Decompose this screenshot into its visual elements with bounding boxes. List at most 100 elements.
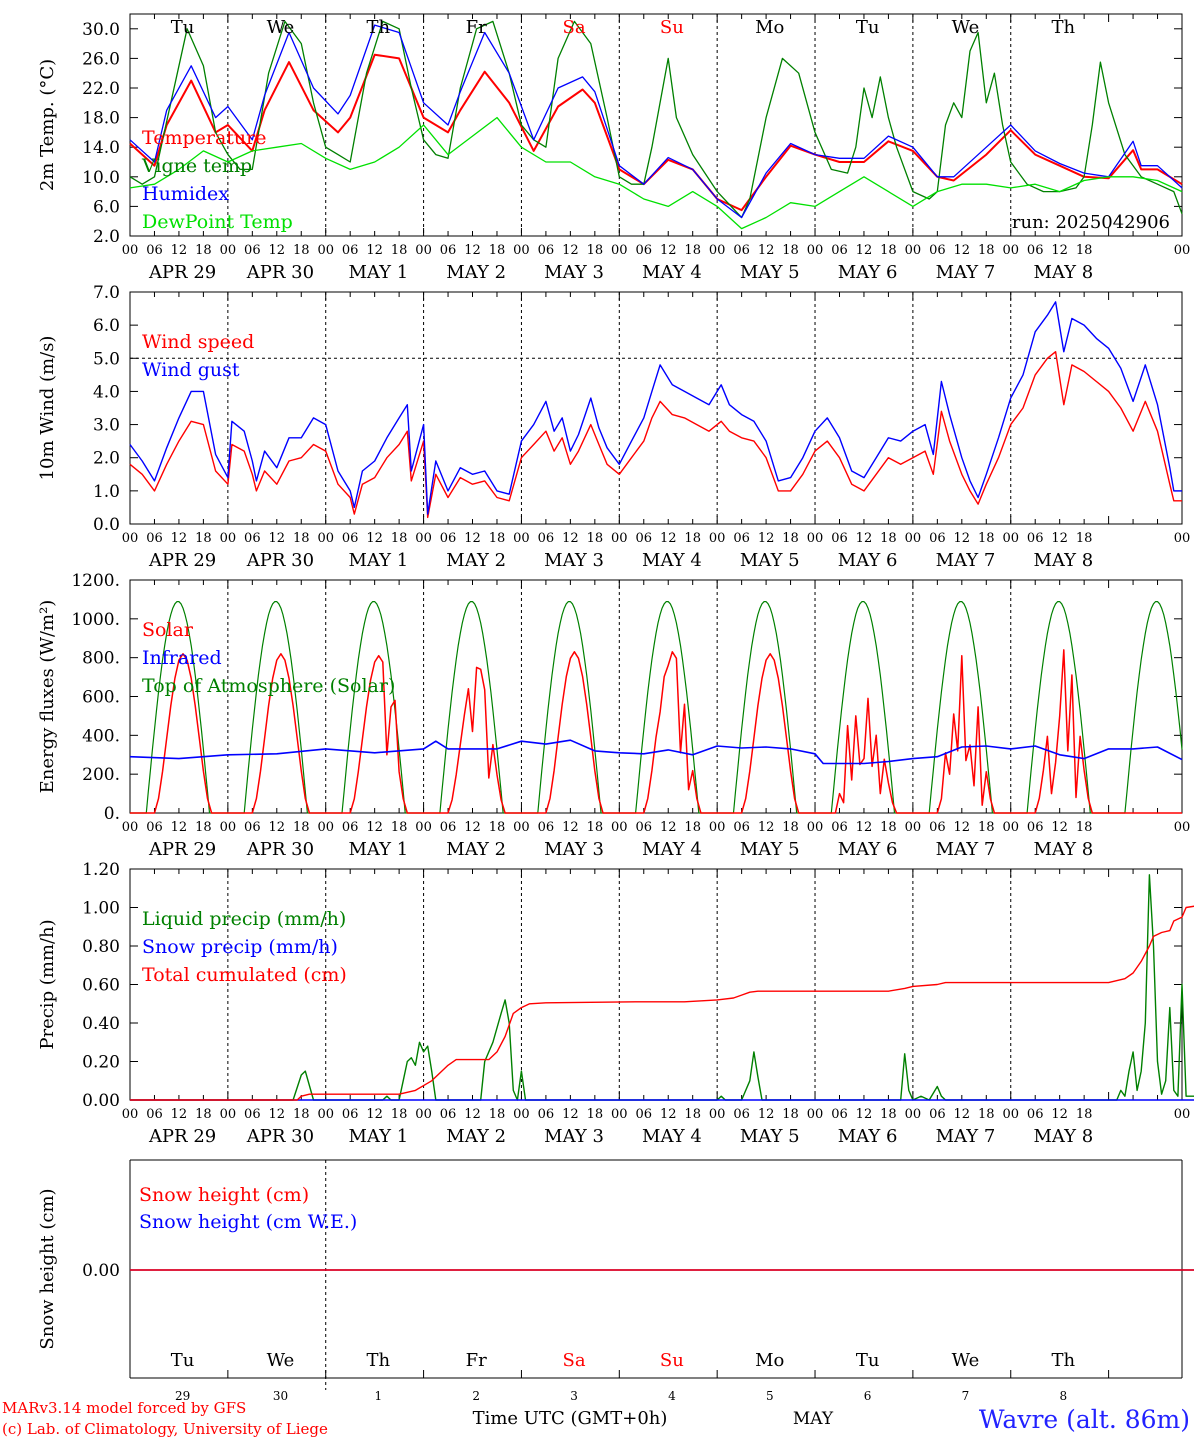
- y-axis-label: Precip (mm/h): [37, 919, 58, 1049]
- legend-entry: Total cumulated (cm): [142, 964, 347, 986]
- hour-tick-label: 12: [171, 1107, 188, 1122]
- date-label: MAY 6: [838, 1126, 898, 1147]
- hour-tick-label: 18: [293, 531, 310, 546]
- run-label: run: 2025042906: [1012, 212, 1170, 233]
- hour-tick-label: 00: [317, 531, 334, 546]
- y-tick-label: 22.0: [82, 79, 120, 99]
- y-tick-label: 1000.: [71, 610, 120, 630]
- weekday-label: Tu: [856, 17, 880, 38]
- hour-tick-label: 12: [464, 531, 481, 546]
- hour-tick-label: 00: [513, 820, 530, 835]
- y-tick-label: 0.0: [93, 515, 120, 535]
- date-label: MAY 3: [544, 262, 604, 283]
- y-tick-label: 10.0: [82, 168, 120, 188]
- hour-tick-label: 18: [782, 243, 799, 258]
- hour-tick-label: 06: [1027, 820, 1044, 835]
- legend-entry: Vigne temp: [141, 155, 252, 177]
- temperature-panel: 2.0 6.0 10.0 14.0 18.0 22.0 26.0 30.0 2m Temp. (…: [37, 13, 1191, 283]
- hour-tick-label: 18: [587, 820, 604, 835]
- legend-entry: Wind speed: [142, 331, 254, 353]
- hour-tick-label: 12: [171, 820, 188, 835]
- hour-tick-label: 06: [831, 243, 848, 258]
- hour-tick-label: 00: [415, 531, 432, 546]
- hour-tick-label: 06: [831, 1107, 848, 1122]
- hour-tick-label: 00: [709, 1107, 726, 1122]
- hour-tick-label: 06: [635, 243, 652, 258]
- legend-entry: DewPoint Temp: [142, 211, 293, 233]
- hour-tick-label: 06: [342, 531, 359, 546]
- y-tick-label: 0.80: [82, 937, 120, 957]
- date-label: MAY 2: [446, 262, 506, 283]
- hour-tick-label: 18: [195, 820, 212, 835]
- y-axis-label: Snow height (cm): [37, 1188, 58, 1349]
- weekday-label: We: [952, 1350, 980, 1371]
- hour-tick-label: 06: [635, 1107, 652, 1122]
- day-number: 8: [1060, 1389, 1068, 1403]
- y-tick-label: 400.: [82, 726, 120, 746]
- hour-tick-label: 00: [709, 820, 726, 835]
- hour-tick-label: 00: [1174, 243, 1191, 258]
- date-label: MAY 7: [936, 1126, 996, 1147]
- y-axis-label: 10m Wind (m/s): [37, 336, 58, 481]
- hour-tick-label: 00: [122, 531, 139, 546]
- lab-credit: (c) Lab. of Climatology, University of L…: [2, 1420, 328, 1438]
- hour-tick-label: 06: [440, 531, 457, 546]
- hour-tick-label: 00: [122, 1107, 139, 1122]
- hour-tick-label: 18: [684, 1107, 701, 1122]
- y-tick-label: 6.0: [93, 197, 120, 217]
- hour-tick-label: 18: [978, 1107, 995, 1122]
- hour-tick-label: 18: [587, 1107, 604, 1122]
- hour-tick-label: 06: [929, 531, 946, 546]
- hour-tick-label: 00: [513, 1107, 530, 1122]
- date-label: APR 29: [148, 839, 216, 860]
- hour-tick-label: 06: [1027, 243, 1044, 258]
- wind-panel: 0.0 1.0 2.0 3.0 4.0 5.0 6.0 7.0 10m Wind (m/s) Wi…: [37, 283, 1190, 571]
- hour-tick-label: 06: [440, 820, 457, 835]
- hour-tick-label: 12: [856, 531, 873, 546]
- hour-tick-label: 06: [831, 820, 848, 835]
- weekday-label: Mo: [755, 17, 784, 38]
- y-tick-label: 6.0: [93, 316, 120, 336]
- date-label: MAY 4: [642, 839, 702, 860]
- date-label: MAY 1: [348, 1126, 408, 1147]
- hour-tick-label: 12: [954, 1107, 971, 1122]
- hour-tick-label: 06: [538, 531, 555, 546]
- hour-tick-label: 06: [342, 820, 359, 835]
- hour-tick-label: 18: [293, 1107, 310, 1122]
- y-tick-label: 1.00: [82, 899, 120, 919]
- hour-tick-label: 12: [954, 243, 971, 258]
- hour-tick-label: 00: [317, 820, 334, 835]
- hour-tick-label: 12: [562, 1107, 579, 1122]
- hour-tick-label: 12: [269, 531, 286, 546]
- date-label: MAY 5: [740, 550, 800, 571]
- wind-gust-line: [129, 301, 1182, 515]
- hour-tick-label: 18: [880, 243, 897, 258]
- hour-tick-label: 00: [1174, 1107, 1191, 1122]
- hour-tick-label: 18: [880, 1107, 897, 1122]
- date-label: MAY 4: [642, 1126, 702, 1147]
- date-label: MAY 8: [1033, 550, 1093, 571]
- weekday-label: Tu: [171, 17, 195, 38]
- weekday-label: Sa: [563, 17, 586, 38]
- plot-frame: [129, 291, 1183, 525]
- y-tick-label: 3.0: [93, 416, 120, 436]
- hour-tick-label: 00: [415, 1107, 432, 1122]
- hour-tick-label: 18: [684, 243, 701, 258]
- date-label: MAY 2: [446, 550, 506, 571]
- day-number: 5: [766, 1389, 774, 1403]
- y-tick-label: 1200.: [71, 571, 120, 591]
- hour-tick-label: 00: [1002, 531, 1019, 546]
- hour-tick-label: 06: [733, 1107, 750, 1122]
- plot-frame: [129, 13, 1183, 237]
- hour-tick-label: 00: [220, 531, 237, 546]
- hour-tick-label: 00: [317, 1107, 334, 1122]
- day-number: 6: [864, 1389, 872, 1403]
- date-label: MAY 8: [1033, 839, 1093, 860]
- y-tick-label: 4.0: [93, 382, 120, 402]
- hour-tick-label: 06: [1027, 1107, 1044, 1122]
- vigne-temp-line: [129, 20, 1183, 219]
- hour-tick-label: 12: [269, 1107, 286, 1122]
- hour-tick-label: 18: [587, 531, 604, 546]
- hour-tick-label: 00: [807, 820, 824, 835]
